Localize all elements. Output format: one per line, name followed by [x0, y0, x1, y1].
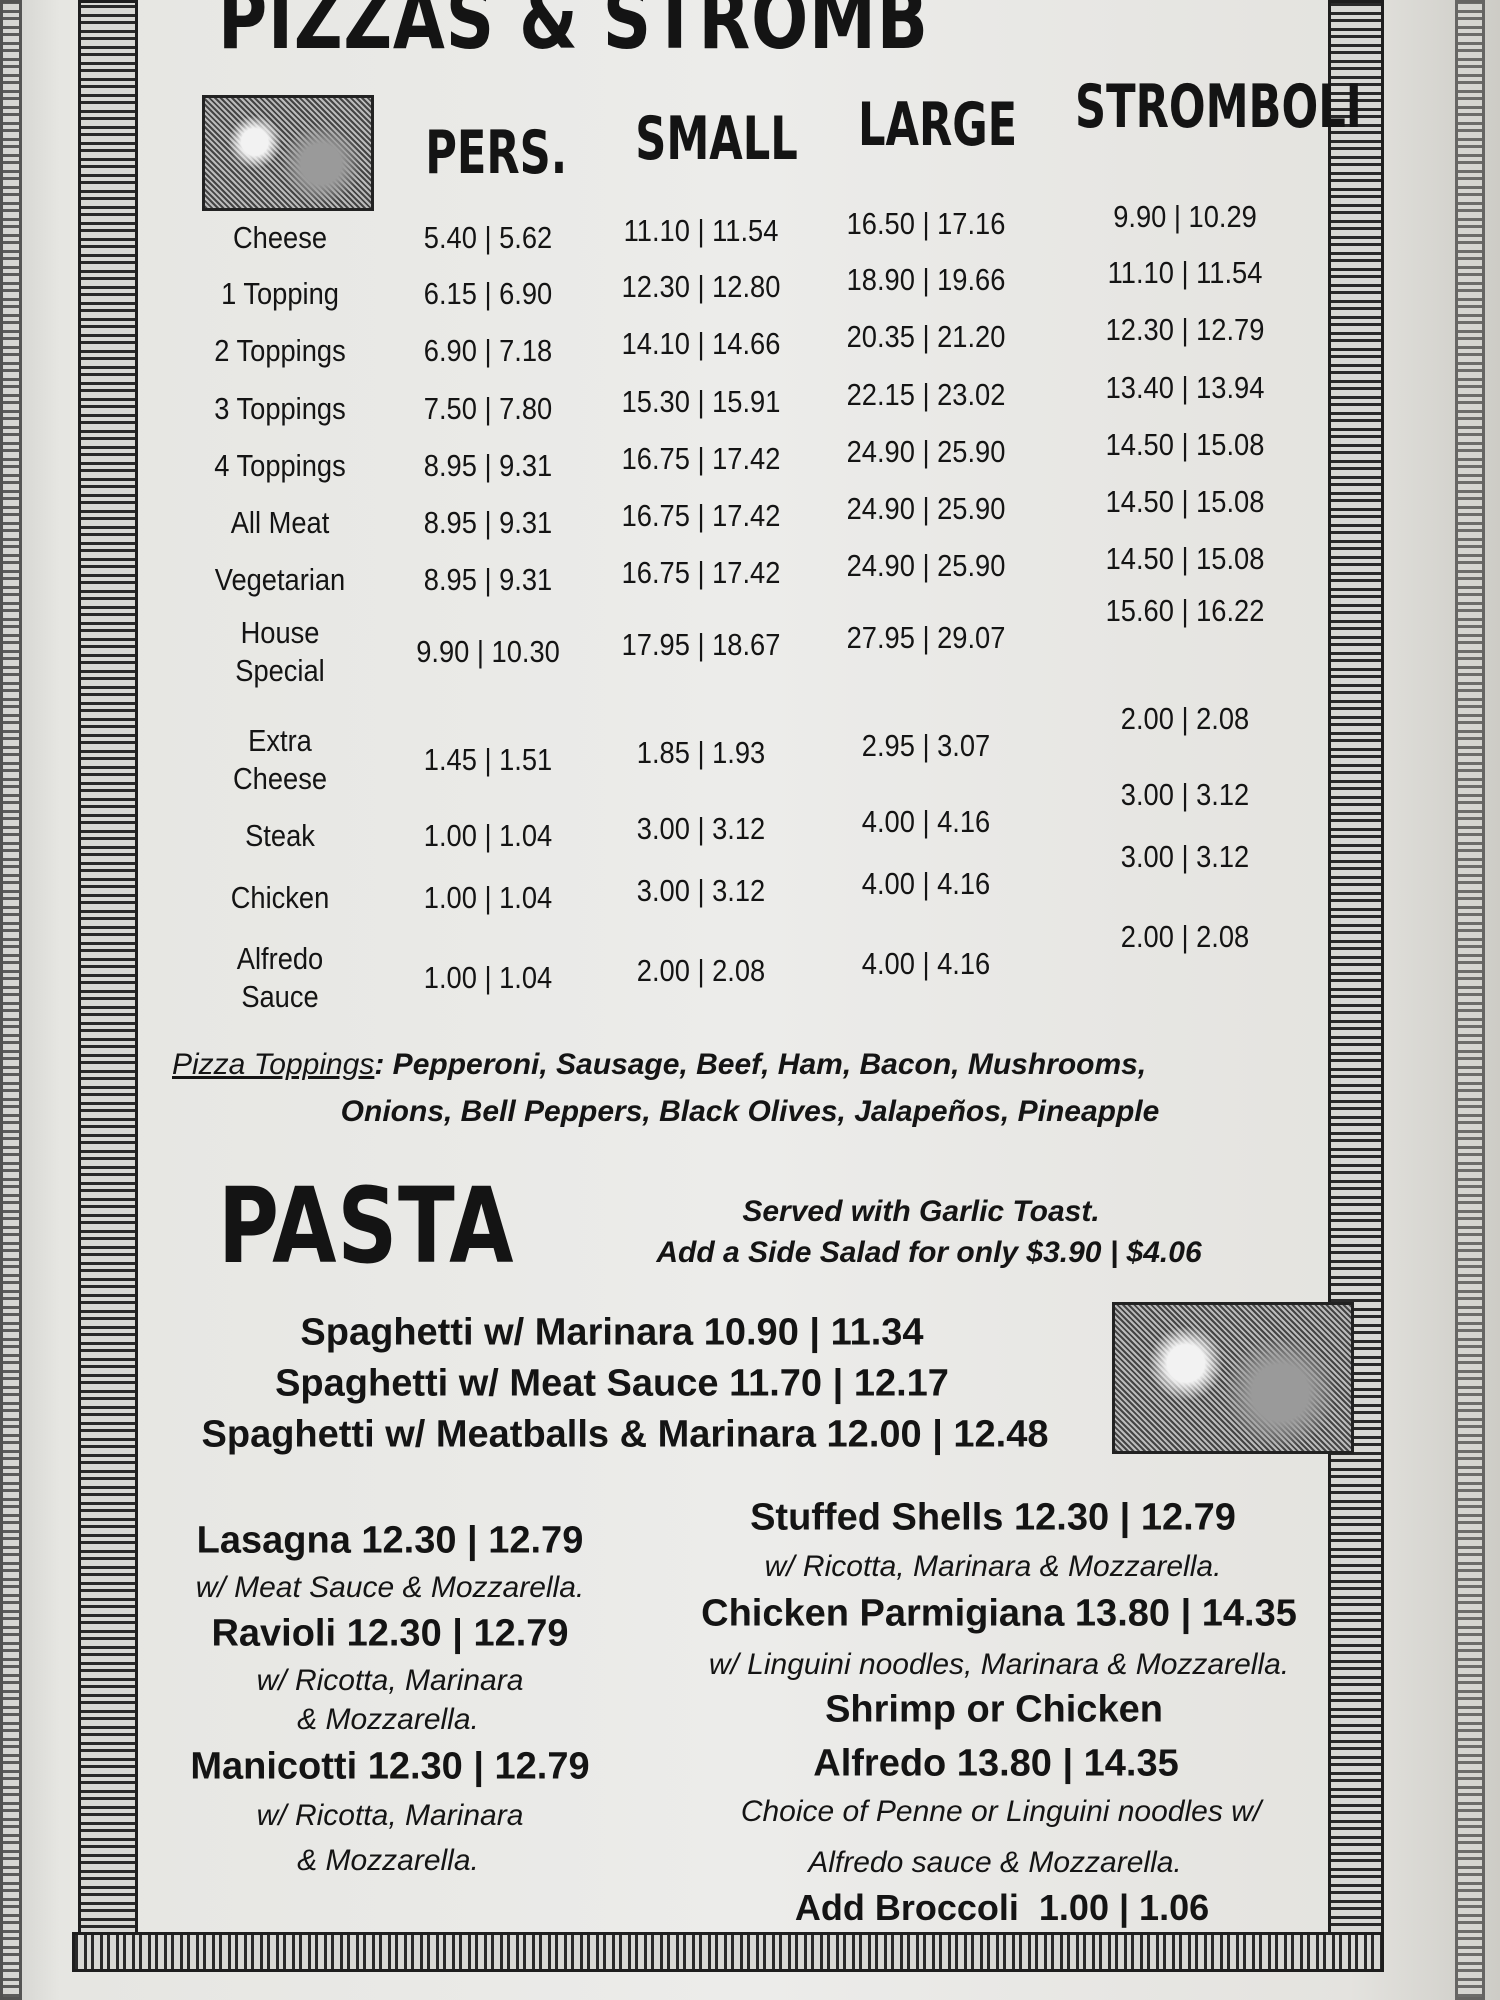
bottom-greek-key-border: [72, 1932, 1384, 1972]
row-label: Cheese: [232, 220, 328, 255]
price-cell: 1.00 | 1.04: [423, 818, 553, 853]
row-label: Extra Cheese: [232, 723, 328, 796]
price-cell: 15.60 | 16.22: [1105, 593, 1265, 628]
price-cell: 13.40 | 13.94: [1105, 370, 1265, 405]
price-cell: 1.00 | 1.04: [423, 880, 553, 915]
chicken-parmigiana-desc: w/ Linguini noodles, Marinara & Mozzarel…: [708, 1648, 1290, 1681]
row-label: 3 Toppings: [214, 391, 346, 426]
price-cell: 3.00 | 3.12: [1120, 839, 1250, 874]
toppings-line2: Onions, Bell Peppers, Black Olives, Jala…: [340, 1095, 1160, 1128]
manicotti: Manicotti 12.30 | 12.79: [190, 1745, 590, 1788]
spaghetti-marinara: Spaghetti w/ Marinara 10.90 | 11.34: [300, 1311, 924, 1354]
price-cell: 5.40 | 5.62: [423, 220, 553, 255]
price-cell: 8.95 | 9.31: [423, 505, 553, 540]
price-cell: 24.90 | 25.90: [846, 434, 1006, 469]
stuffed-shells: Stuffed Shells 12.30 | 12.79: [750, 1496, 1236, 1539]
price-cell: 24.90 | 25.90: [846, 548, 1006, 583]
pasta-heading: PASTA: [218, 1165, 515, 1287]
price-cell: 9.90 | 10.29: [1113, 199, 1257, 234]
add-broccoli: Add Broccoli 1.00 | 1.06: [794, 1887, 1210, 1928]
pizza-photo: [202, 95, 374, 211]
price-cell: 2.00 | 2.08: [636, 953, 766, 988]
price-cell: 1.00 | 1.04: [423, 960, 553, 995]
price-cell: 2.00 | 2.08: [1120, 919, 1250, 954]
ravioli-desc-2: & Mozzarella.: [297, 1703, 479, 1736]
price-cell: 7.50 | 7.80: [423, 391, 553, 426]
toppings-line1: : Pepperoni, Sausage, Beef, Ham, Bacon, …: [374, 1048, 1147, 1081]
edge-border-right: [1455, 0, 1485, 2000]
stuffed-shells-desc: w/ Ricotta, Marinara & Mozzarella.: [764, 1550, 1222, 1583]
price-cell: 14.50 | 15.08: [1105, 541, 1265, 576]
price-cell: 8.95 | 9.31: [423, 562, 553, 597]
price-cell: 3.00 | 3.12: [636, 873, 766, 908]
price-cell: 16.75 | 17.42: [621, 441, 781, 476]
price-cell: 11.10 | 11.54: [623, 213, 779, 248]
right-greek-key-border: [1328, 0, 1384, 1970]
section-title: PIZZAS & STROMB: [218, 0, 929, 68]
row-label: All Meat: [230, 505, 330, 540]
price-cell: 16.75 | 17.42: [621, 498, 781, 533]
price-cell: 1.45 | 1.51: [423, 742, 553, 777]
spaghetti-meatballs: Spaghetti w/ Meatballs & Marinara 12.00 …: [201, 1413, 1049, 1456]
price-cell: 22.15 | 23.02: [846, 377, 1006, 412]
shrimp-chicken-alfredo: Shrimp or Chicken: [825, 1688, 1163, 1731]
row-label: 4 Toppings: [214, 448, 346, 483]
column-header-stromboli: STROMBOLI: [1075, 72, 1362, 142]
price-cell: 14.50 | 15.08: [1105, 484, 1265, 519]
column-header-pers: PERS.: [425, 118, 568, 188]
price-cell: 3.00 | 3.12: [1120, 777, 1250, 812]
price-cell: 8.95 | 9.31: [423, 448, 553, 483]
price-cell: 9.90 | 10.30: [416, 634, 560, 669]
row-label: Alfredo Sauce: [236, 941, 324, 1014]
price-cell: 17.95 | 18.67: [621, 627, 781, 662]
price-cell: 6.15 | 6.90: [423, 276, 553, 311]
price-cell: 14.10 | 14.66: [621, 326, 781, 361]
toppings-text: Pizza Toppings: Pepperoni, Sausage, Beef…: [172, 1048, 1146, 1082]
price-cell: 15.30 | 15.91: [621, 384, 781, 419]
ravioli-desc-1: w/ Ricotta, Marinara: [256, 1664, 524, 1697]
pasta-note-side-salad: Add a Side Salad for only $3.90 | $4.06: [656, 1236, 1202, 1269]
alfredo-desc-1: Choice of Penne or Linguini noodles w/: [740, 1795, 1262, 1828]
spaghetti-meat-sauce: Spaghetti w/ Meat Sauce 11.70 | 12.17: [275, 1362, 949, 1405]
lasagna: Lasagna 12.30 | 12.79: [196, 1519, 584, 1562]
row-label: 2 Toppings: [214, 333, 346, 368]
price-cell: 4.00 | 4.16: [861, 946, 991, 981]
manicotti-desc-2: & Mozzarella.: [297, 1844, 479, 1877]
price-cell: 12.30 | 12.80: [621, 269, 781, 304]
price-cell: 2.00 | 2.08: [1120, 701, 1250, 736]
price-cell: 20.35 | 21.20: [846, 319, 1006, 354]
chicken-parmigiana: Chicken Parmigiana 13.80 | 14.35: [701, 1592, 1297, 1635]
price-cell: 11.10 | 11.54: [1107, 255, 1263, 290]
price-cell: 16.75 | 17.42: [621, 555, 781, 590]
price-cell: 14.50 | 15.08: [1105, 427, 1265, 462]
price-cell: 18.90 | 19.66: [846, 262, 1006, 297]
manicotti-desc-1: w/ Ricotta, Marinara: [256, 1799, 524, 1832]
price-cell: 4.00 | 4.16: [861, 866, 991, 901]
left-greek-key-border: [78, 0, 138, 1940]
price-cell: 3.00 | 3.12: [636, 811, 766, 846]
row-label: 1 Topping: [221, 276, 339, 311]
pasta-note-garlic-toast: Served with Garlic Toast.: [742, 1195, 1100, 1228]
lasagna-desc: w/ Meat Sauce & Mozzarella.: [195, 1571, 585, 1604]
price-cell: 16.50 | 17.16: [846, 206, 1006, 241]
pasta-photo: [1112, 1302, 1354, 1454]
price-cell: 2.95 | 3.07: [861, 728, 991, 763]
edge-border-left: [0, 0, 22, 2000]
row-label: Vegetarian: [214, 562, 346, 597]
alfredo-desc-2: Alfredo sauce & Mozzarella.: [808, 1846, 1182, 1879]
row-label: House Special: [235, 615, 325, 688]
price-cell: 12.30 | 12.79: [1105, 312, 1265, 347]
alfredo-price: Alfredo 13.80 | 14.35: [813, 1742, 1179, 1785]
ravioli: Ravioli 12.30 | 12.79: [211, 1612, 569, 1655]
row-label: Chicken: [230, 880, 330, 915]
row-label: Steak: [245, 818, 315, 853]
price-cell: 27.95 | 29.07: [846, 620, 1006, 655]
price-cell: 1.85 | 1.93: [636, 735, 766, 770]
price-cell: 24.90 | 25.90: [846, 491, 1006, 526]
column-header-large: LARGE: [858, 90, 1018, 160]
price-cell: 4.00 | 4.16: [861, 804, 991, 839]
toppings-heading: Pizza Toppings: [172, 1048, 375, 1081]
column-header-small: SMALL: [635, 104, 798, 174]
price-cell: 6.90 | 7.18: [423, 333, 553, 368]
